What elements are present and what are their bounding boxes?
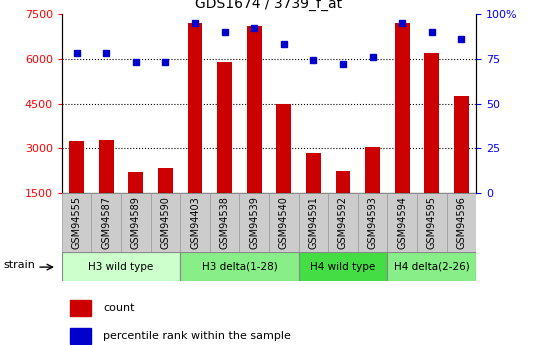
Bar <box>417 193 447 252</box>
Text: GSM94587: GSM94587 <box>101 196 111 249</box>
Bar <box>180 193 210 252</box>
Bar <box>158 168 173 193</box>
Bar <box>306 153 321 193</box>
Bar <box>387 193 417 252</box>
Text: GSM94540: GSM94540 <box>279 196 289 249</box>
Bar <box>151 193 180 252</box>
Bar <box>336 171 350 193</box>
Bar <box>180 252 299 281</box>
Text: GSM94593: GSM94593 <box>367 196 378 249</box>
Text: GSM94596: GSM94596 <box>456 196 466 249</box>
Text: H3 delta(1-28): H3 delta(1-28) <box>202 262 277 272</box>
Bar <box>239 193 269 252</box>
Text: H3 wild type: H3 wild type <box>88 262 154 272</box>
Bar <box>69 141 84 193</box>
Text: GSM94539: GSM94539 <box>249 196 259 249</box>
Text: percentile rank within the sample: percentile rank within the sample <box>103 331 291 341</box>
Bar <box>247 26 261 193</box>
Bar <box>217 62 232 193</box>
Text: GSM94594: GSM94594 <box>397 196 407 249</box>
Bar <box>70 300 91 316</box>
Text: GSM94592: GSM94592 <box>338 196 348 249</box>
Text: GSM94590: GSM94590 <box>160 196 171 249</box>
Bar <box>129 172 143 193</box>
Text: strain: strain <box>3 260 35 270</box>
Bar <box>62 193 91 252</box>
Bar <box>387 252 476 281</box>
Bar <box>447 193 476 252</box>
Bar <box>395 23 409 193</box>
Text: H4 delta(2-26): H4 delta(2-26) <box>394 262 470 272</box>
Bar <box>62 252 180 281</box>
Text: GSM94591: GSM94591 <box>308 196 318 249</box>
Bar <box>210 193 239 252</box>
Bar <box>269 193 299 252</box>
Title: GDS1674 / 3739_f_at: GDS1674 / 3739_f_at <box>195 0 343 11</box>
Bar <box>299 193 328 252</box>
Bar <box>424 53 439 193</box>
Bar <box>121 193 151 252</box>
Bar <box>70 328 91 344</box>
Text: GSM94589: GSM94589 <box>131 196 141 249</box>
Text: GSM94555: GSM94555 <box>72 196 82 249</box>
Bar <box>328 193 358 252</box>
Text: GSM94538: GSM94538 <box>220 196 230 249</box>
Bar <box>277 104 291 193</box>
Bar <box>365 147 380 193</box>
Text: GSM94595: GSM94595 <box>427 196 437 249</box>
Bar <box>299 252 387 281</box>
Bar <box>188 23 202 193</box>
Text: GSM94403: GSM94403 <box>190 196 200 249</box>
Text: H4 wild type: H4 wild type <box>310 262 376 272</box>
Bar <box>99 140 114 193</box>
Text: count: count <box>103 303 135 313</box>
Bar <box>454 96 469 193</box>
Bar <box>91 193 121 252</box>
Bar <box>358 193 387 252</box>
